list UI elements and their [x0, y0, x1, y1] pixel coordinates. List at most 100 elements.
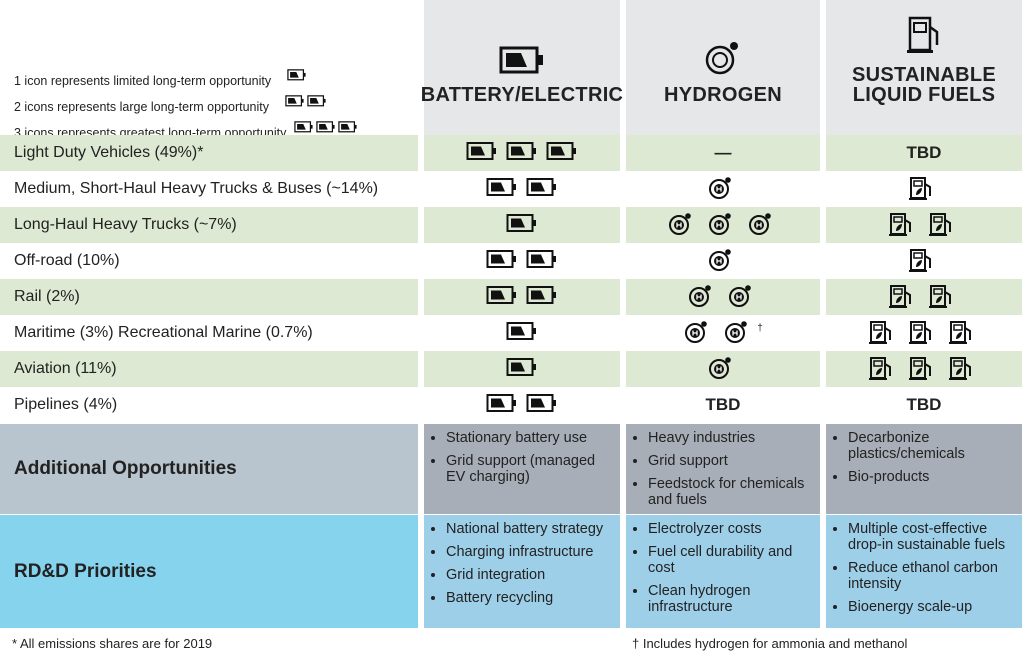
hydrogen-icon [685, 321, 708, 343]
battery-icon [526, 286, 556, 304]
cell [826, 171, 1022, 207]
bullet-item: Grid integration [446, 567, 612, 583]
cell [424, 279, 620, 315]
section-label: Additional Opportunities [0, 424, 418, 514]
column-header: SUSTAINABLE LIQUID FUELS [826, 0, 1022, 135]
bullet-list: Electrolyzer costs Fuel cell durability a… [636, 521, 812, 615]
cell: TBD [826, 135, 1022, 171]
note-mark: † [757, 322, 763, 334]
pump-icon [949, 357, 971, 380]
hydrogen-icon [669, 213, 691, 235]
battery-icon [486, 250, 516, 268]
bullet-list: Decarbonize plastics/chemicals Bio-produc… [836, 430, 1014, 485]
battery-icon [338, 121, 357, 133]
bullet-item: Fuel cell durability and cost [648, 544, 812, 576]
bullet-list: National battery strategy Charging infras… [434, 521, 612, 606]
bullet-item: Electrolyzer costs [648, 521, 812, 537]
legend-text: 2 icons represents large long-term oppor… [14, 100, 269, 115]
battery-icon [466, 142, 496, 160]
cell [424, 351, 620, 387]
cell [424, 315, 620, 351]
cell [626, 351, 820, 387]
pump-icon [869, 321, 891, 344]
bullet-list: Multiple cost-effective drop-in sustaina… [836, 521, 1014, 615]
battery-icon [486, 178, 516, 196]
cell: — [626, 135, 820, 171]
fuel-pump-icon [907, 16, 939, 53]
bullet-item: Heavy industries [648, 430, 812, 446]
cell: TBD [705, 395, 741, 414]
cell [626, 207, 820, 243]
battery-icon [294, 121, 313, 133]
cell [424, 243, 620, 279]
battery-icon [506, 358, 536, 376]
cell [424, 171, 620, 207]
battery-icon [506, 142, 536, 160]
row-label: Aviation (11%) [0, 351, 418, 387]
pump-icon [889, 285, 911, 308]
cell [626, 279, 820, 315]
bullet-item: Grid support (managed EV charging) [446, 453, 612, 485]
bullet-item: Stationary battery use [446, 430, 612, 446]
section-cell: Heavy industries Grid support Feedstock fo… [626, 424, 820, 514]
bullet-list: Heavy industries Grid support Feedstock fo… [636, 430, 812, 508]
battery-icon [499, 46, 543, 74]
hydrogen-icon [705, 42, 738, 75]
legend: 1 icon represents limited long-term oppo… [0, 0, 418, 140]
table: 1 icon represents limited long-term oppo… [0, 0, 1024, 628]
hydrogen-icon [709, 249, 731, 271]
battery-icon [506, 214, 536, 232]
pump-icon [909, 249, 931, 272]
column-title: SUSTAINABLE LIQUID FUELS [851, 64, 997, 106]
bullet-item: Multiple cost-effective drop-in sustaina… [848, 521, 1014, 553]
row-label: Long-Haul Heavy Trucks (~7%) [0, 207, 418, 243]
row-label: Pipelines (4%) [14, 396, 118, 413]
bullet-item: Battery recycling [446, 590, 612, 606]
column-title: HYDROGEN [664, 84, 782, 106]
footnote: * All emissions shares are for 2019 [12, 636, 213, 651]
cell [826, 279, 1022, 315]
hydrogen-icon [749, 213, 771, 235]
battery-icon [285, 95, 304, 107]
bullet-item: Bio-products [848, 469, 1014, 485]
cell [826, 243, 1022, 279]
footnote: † Includes hydrogen for ammonia and meth… [632, 636, 908, 651]
battery-icon [486, 394, 516, 412]
section-cell: Electrolyzer costs Fuel cell durability a… [626, 515, 820, 628]
section-cell: Stationary battery use Grid support (mana… [424, 424, 620, 514]
cell: TBD [906, 395, 942, 414]
cell [826, 351, 1022, 387]
section-cell: Decarbonize plastics/chemicals Bio-produc… [826, 424, 1022, 514]
pump-icon [869, 357, 891, 380]
legend-icons [285, 94, 327, 120]
row-label: Medium, Short-Haul Heavy Trucks & Buses … [14, 180, 379, 197]
hydrogen-icon [709, 213, 731, 235]
section-cell: National battery strategy Charging infras… [424, 515, 620, 628]
cell: † [626, 315, 820, 351]
cell [424, 207, 620, 243]
hydrogen-icon [725, 321, 748, 343]
bullet-item: Reduce ethanol carbon intensity [848, 560, 1014, 592]
legend-item: 1 icon represents limited long-term oppo… [14, 68, 307, 94]
pump-icon [949, 321, 971, 344]
row-label: Rail (2%) [0, 279, 418, 315]
row-label: Maritime (3%) Recreational Marine (0.7%) [14, 324, 313, 341]
section-cell: Multiple cost-effective drop-in sustaina… [826, 515, 1022, 628]
bullet-item: National battery strategy [446, 521, 612, 537]
battery-icon [316, 121, 335, 133]
battery-icon [307, 95, 326, 107]
hydrogen-icon [709, 357, 731, 379]
bullet-item: Decarbonize plastics/chemicals [848, 430, 1014, 462]
battery-icon [546, 142, 576, 160]
pump-icon [889, 213, 911, 236]
pump-icon [929, 213, 951, 236]
battery-icon [287, 69, 306, 81]
cell [424, 387, 620, 423]
hydrogen-icon [689, 285, 711, 307]
column-title: BATTERY/ELECTRIC [420, 84, 624, 106]
row-label: Off-road (10%) [14, 252, 120, 269]
legend-text: 1 icon represents limited long-term oppo… [14, 74, 272, 89]
row-label: Light Duty Vehicles (49%)* [0, 135, 418, 171]
battery-icon [526, 250, 556, 268]
